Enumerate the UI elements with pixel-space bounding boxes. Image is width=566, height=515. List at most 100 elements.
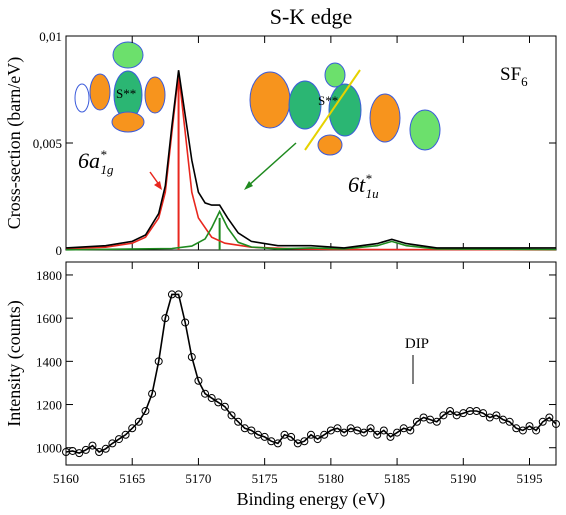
data-point (432, 417, 441, 426)
data-point (101, 444, 110, 453)
orbital-lobe (74, 83, 90, 113)
data-point (128, 424, 137, 433)
molecule-label: SF6 (500, 64, 528, 89)
molecule-base: SF (500, 64, 521, 85)
orbital-label: S** (318, 93, 338, 108)
arrow (247, 142, 297, 187)
chart-title: S-K edge (270, 4, 352, 29)
orbital-left: S** (74, 41, 166, 133)
orbital-lobe (144, 76, 166, 114)
data-point (518, 426, 527, 435)
annotation-sup: * (100, 147, 107, 162)
y-tick-label: 0 (56, 243, 63, 258)
annotation-sub: 1u (366, 186, 380, 201)
data-point (121, 430, 130, 439)
data-point (207, 394, 216, 403)
data-point (479, 409, 488, 418)
orbital-lobe (409, 109, 441, 151)
orbital-annotation: 6a* 1g (78, 147, 114, 177)
data-point (386, 432, 395, 441)
data-point (88, 441, 97, 450)
x-tick-label: 5170 (185, 471, 211, 486)
annotation-sub: 1g (101, 162, 115, 177)
data-point (95, 448, 104, 457)
data-point (393, 428, 402, 437)
data-point (227, 411, 236, 420)
data-point (313, 435, 322, 444)
data-point (234, 417, 243, 426)
data-point (75, 449, 84, 458)
data-point (141, 407, 150, 416)
data-point (406, 426, 415, 435)
orbital-lobe (288, 80, 322, 130)
data-point (214, 398, 223, 407)
orbital-annotation: 6t* 1u (348, 171, 379, 201)
y-tick-label: 1000 (36, 441, 62, 456)
data-point (412, 417, 421, 426)
x-tick-label: 5165 (119, 471, 145, 486)
orbital-lobe (112, 41, 144, 69)
data-point (114, 435, 123, 444)
data-point (379, 426, 388, 435)
orbital-lobe (89, 73, 111, 111)
y-tick-label: 1600 (36, 311, 62, 326)
data-point (525, 422, 534, 431)
x-tick-label: 5180 (318, 471, 344, 486)
data-point (340, 428, 349, 437)
y-tick-label: 0,005 (33, 136, 62, 151)
data-point (273, 439, 282, 448)
data-point (220, 402, 229, 411)
x-tick-label: 5195 (517, 471, 543, 486)
y-axis-label: Cross-section (barn/eV) (4, 57, 25, 229)
data-point (108, 439, 117, 448)
data-point (181, 318, 190, 327)
data-point (134, 417, 143, 426)
orbital-lobe (328, 83, 362, 137)
data-point (260, 432, 269, 441)
data-point (333, 424, 342, 433)
data-point (307, 430, 315, 439)
data-point (300, 437, 309, 446)
data-point (154, 357, 163, 366)
bond (304, 69, 361, 151)
data-point (446, 407, 455, 416)
orbital-lobe (369, 93, 401, 143)
data-point (81, 445, 90, 454)
annotation-base: 6a (78, 148, 100, 173)
orbital-lobe (249, 71, 291, 129)
y-tick-label: 1200 (36, 398, 62, 413)
y-tick-label: 1800 (36, 268, 62, 283)
data-point (545, 413, 554, 422)
data-point (492, 411, 501, 420)
data-point (359, 428, 368, 437)
x-tick-label: 5190 (450, 471, 476, 486)
annotation-sup: * (365, 171, 372, 186)
data-point (505, 417, 514, 426)
y-axis-label: Intensity (counts) (4, 300, 25, 426)
data-point (320, 430, 329, 439)
data-point (287, 432, 296, 441)
x-tick-label: 5160 (53, 471, 79, 486)
data-point (247, 426, 256, 435)
data-point (194, 376, 203, 385)
orbital-lobe (324, 62, 346, 88)
data-point (439, 411, 448, 420)
orbital-lobe (317, 134, 343, 156)
orbital-lobe (111, 111, 145, 133)
line-series (65, 70, 556, 249)
annotation: DIP (405, 336, 429, 352)
x-tick-label: 5175 (252, 471, 278, 486)
orbital-label: S** (116, 86, 136, 101)
data-point (532, 426, 541, 435)
x-tick-label: 5185 (384, 471, 410, 486)
x-axis-label: Binding energy (eV) (237, 489, 386, 510)
arrowhead (154, 181, 162, 190)
y-tick-label: 1400 (36, 354, 62, 369)
arrowhead (244, 181, 253, 190)
data-point (373, 430, 382, 439)
molecule-sub: 6 (521, 74, 528, 89)
annotation-base: 6t (348, 172, 366, 197)
line-series (65, 209, 557, 251)
orbital-right: S** (249, 62, 441, 156)
